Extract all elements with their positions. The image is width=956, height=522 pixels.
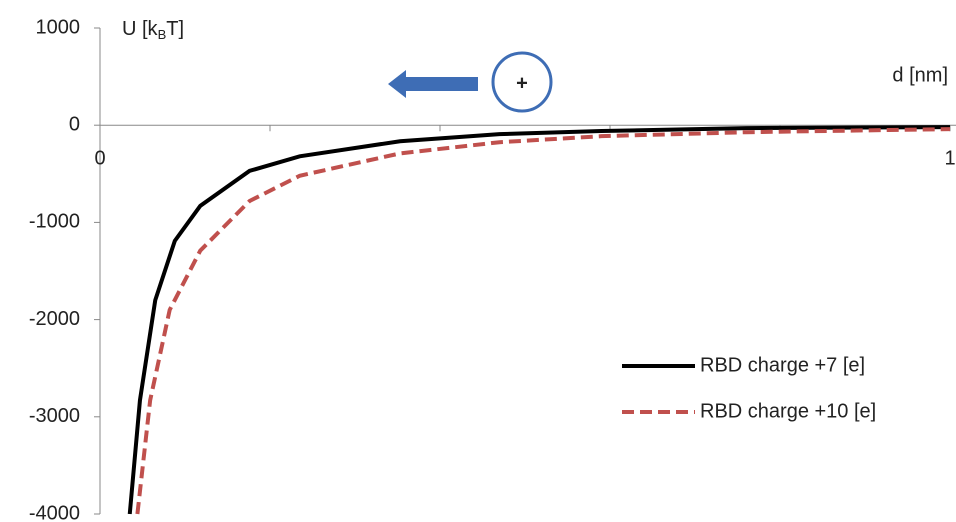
curve	[135, 127, 951, 515]
legend-label: RBD charge +10 [e]	[700, 400, 876, 422]
legend-label: RBD charge +7 [e]	[700, 354, 865, 376]
y-axis-label: U [kBT]	[122, 18, 184, 42]
y-tick-label: -3000	[29, 405, 80, 427]
y-tick-label: -2000	[29, 308, 80, 330]
x-axis-label: d [nm]	[892, 64, 948, 86]
y-tick-label: 0	[69, 113, 80, 135]
y-tick-label: 1000	[36, 16, 81, 38]
x-tick-label: 1	[944, 147, 955, 169]
charge-sign: +	[516, 72, 528, 94]
x-tick-label: 0	[94, 147, 105, 169]
arrow	[388, 70, 478, 98]
curve	[127, 125, 951, 515]
charge-circle	[491, 51, 553, 113]
y-tick-label: -1000	[29, 211, 80, 233]
y-tick-label: -4000	[29, 502, 80, 522]
